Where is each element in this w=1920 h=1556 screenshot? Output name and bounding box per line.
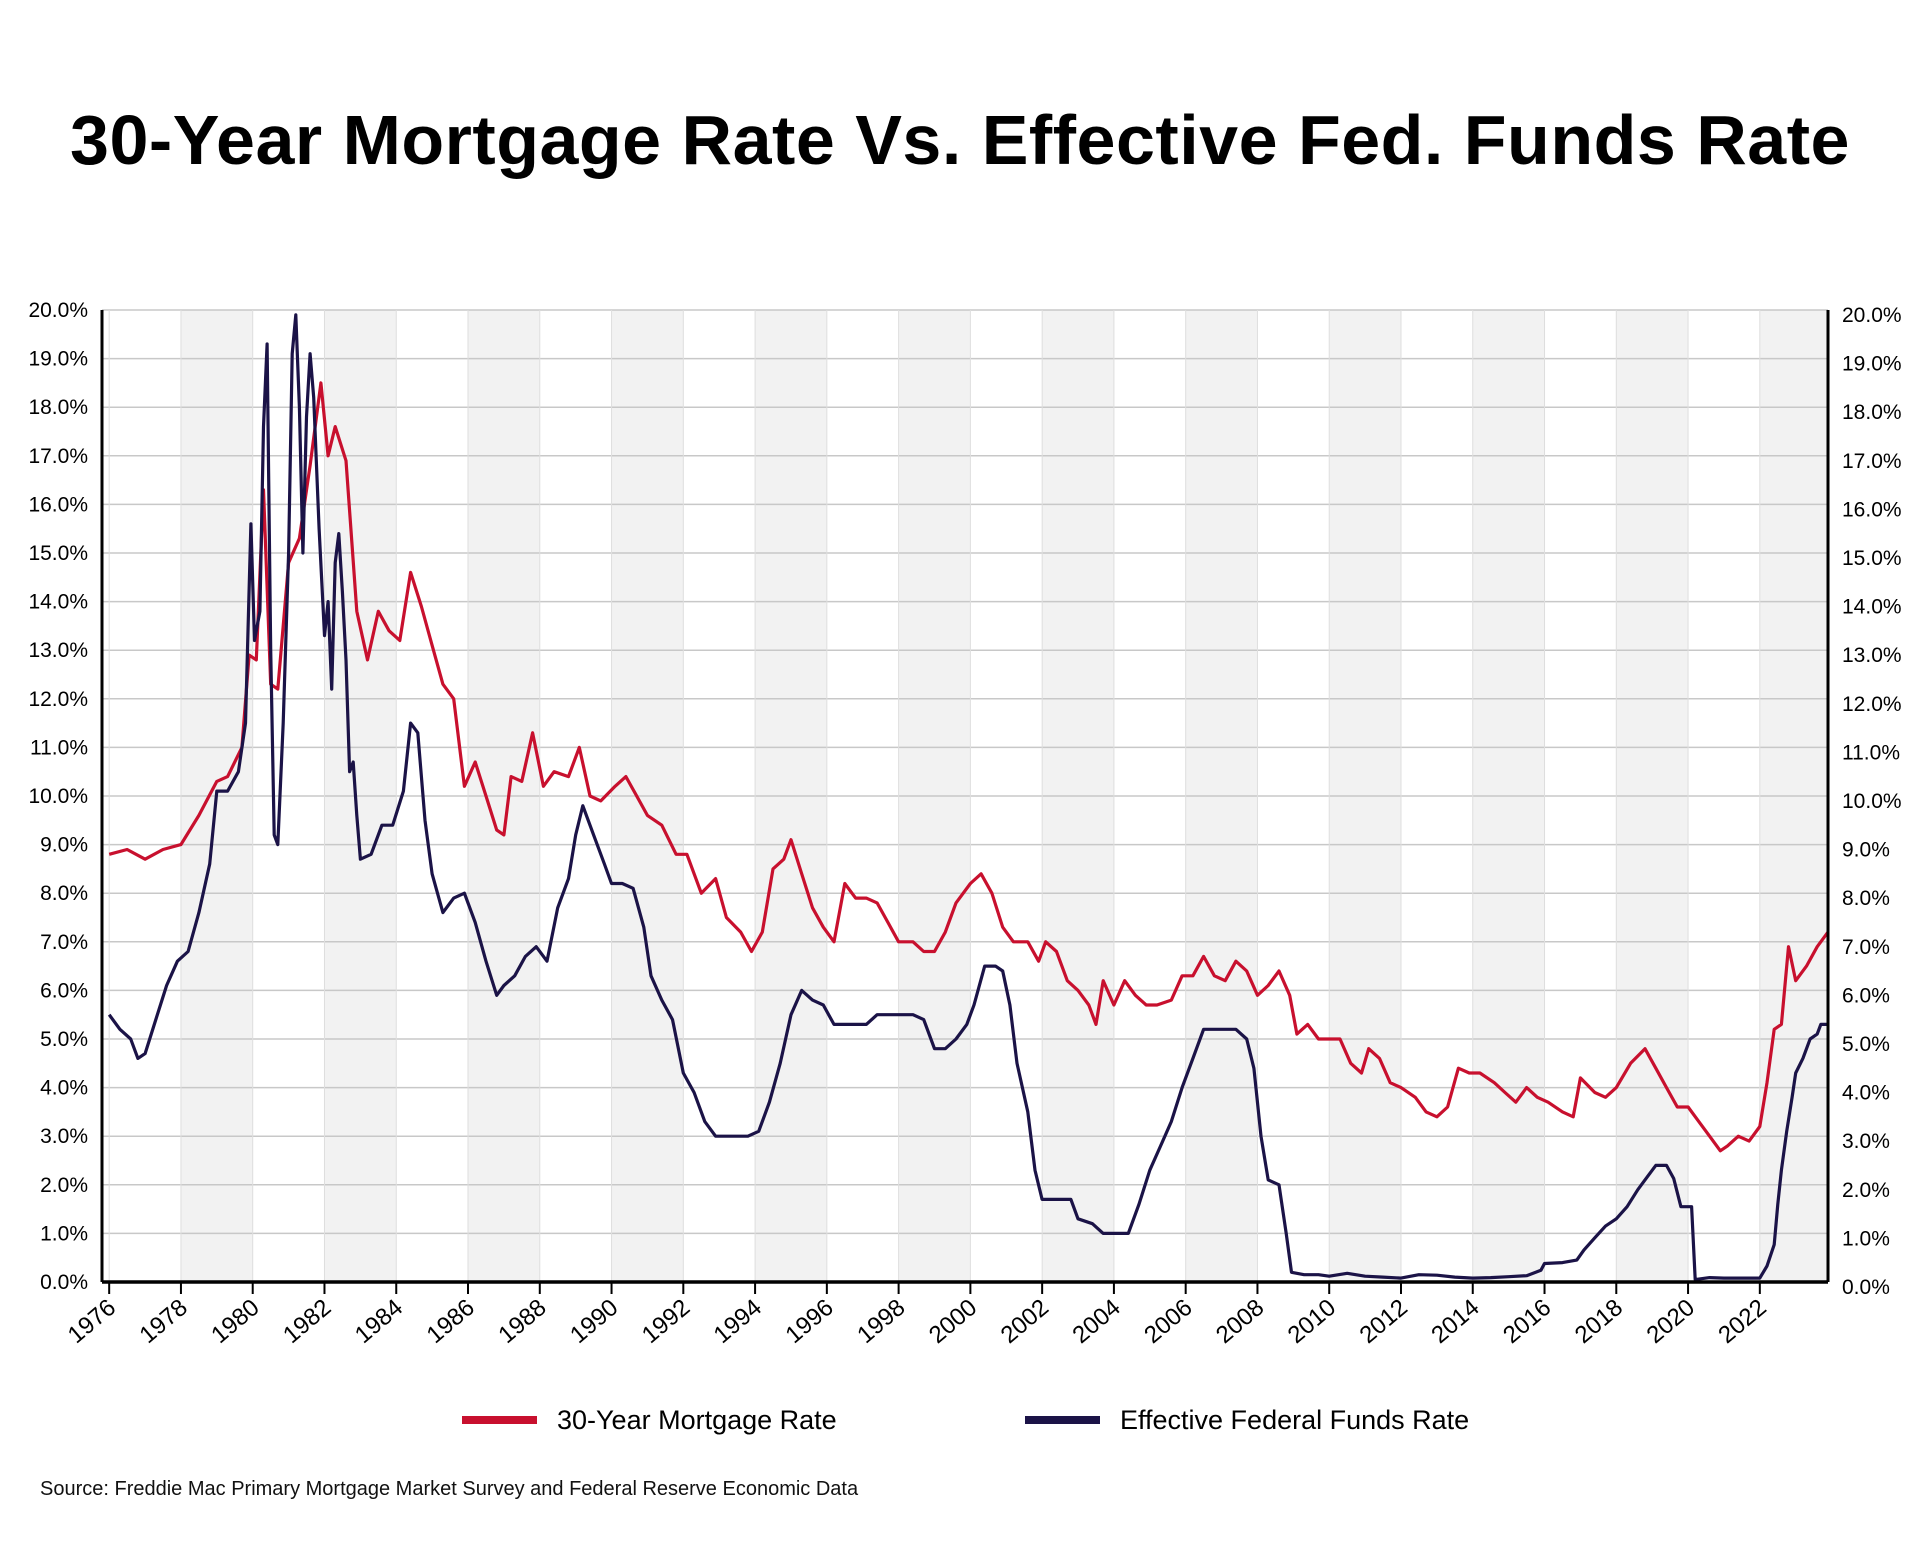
legend: 30-Year Mortgage Rate Effective Federal … [0, 1400, 1920, 1440]
y-tick-label-left: 5.0% [40, 1028, 88, 1051]
y-tick-label-left: 18.0% [28, 396, 88, 419]
x-tick-label: 1986 [422, 1294, 480, 1349]
y-tick-label-right: 16.0% [1842, 498, 1902, 521]
x-tick-label: 1996 [780, 1294, 838, 1349]
y-tick-label-left: 7.0% [40, 931, 88, 954]
chart-plot: 0.0% 1.0% 2.0% 3.0% 4.0% 5.0% 6.0% 7.0% 8.0% 9.0%… [28, 299, 1902, 1349]
y-tick-label-left: 3.0% [40, 1125, 88, 1148]
series-line-mortgage [108, 381, 1830, 1153]
y-tick-label-left: 4.0% [40, 1077, 88, 1100]
gridlines [102, 309, 1828, 1283]
x-axis-ticks: 1976 1978 1980 1982 1984 1986 1988 1990 1992 1994… [63, 1282, 1772, 1349]
y-tick-label-right: 20.0% [1842, 304, 1902, 327]
x-tick-label: 2010 [1283, 1294, 1341, 1349]
legend-swatch-mortgage [462, 1416, 537, 1424]
x-tick-label: 1992 [637, 1294, 695, 1349]
x-tick-label: 2014 [1426, 1294, 1484, 1349]
y-tick-label-right: 10.0% [1842, 790, 1902, 813]
y-tick-label-left: 14.0% [28, 591, 88, 614]
y-tick-label-left: 16.0% [28, 493, 88, 516]
x-tick-label: 2016 [1498, 1294, 1556, 1349]
y-tick-label-right: 19.0% [1842, 353, 1902, 376]
y-tick-label-right: 0.0% [1842, 1276, 1890, 1299]
y-tick-label-left: 0.0% [40, 1271, 88, 1294]
y-tick-label-right: 11.0% [1842, 741, 1900, 764]
y-tick-label-left: 11.0% [30, 736, 88, 759]
y-tick-label-left: 15.0% [28, 542, 88, 565]
legend-item-mortgage: 30-Year Mortgage Rate [462, 1400, 837, 1440]
y-axis-right-ticks: 0.0% 1.0% 2.0% 3.0% 4.0% 5.0% 6.0% 7.0% 8.0% 9.0%… [1842, 304, 1902, 1299]
x-tick-label: 1998 [852, 1294, 910, 1349]
y-tick-label-right: 18.0% [1842, 401, 1902, 424]
y-tick-label-left: 13.0% [28, 639, 88, 662]
y-tick-label-right: 4.0% [1842, 1082, 1890, 1105]
y-tick-label-right: 12.0% [1842, 693, 1902, 716]
x-tick-label: 2000 [924, 1294, 982, 1349]
y-tick-label-left: 10.0% [28, 785, 88, 808]
x-tick-label: 1994 [709, 1294, 767, 1349]
x-tick-label: 1988 [493, 1294, 551, 1349]
series-line-fed [107, 313, 1828, 1282]
x-tick-label: 2002 [996, 1294, 1054, 1349]
x-tick-label: 1982 [278, 1294, 336, 1349]
y-tick-label-right: 8.0% [1842, 887, 1890, 910]
y-tick-label-left: 20.0% [28, 299, 88, 322]
y-tick-label-right: 15.0% [1842, 547, 1902, 570]
y-tick-label-left: 12.0% [28, 688, 88, 711]
x-tick-label: 2008 [1211, 1294, 1269, 1349]
legend-item-fed: Effective Federal Funds Rate [1025, 1400, 1469, 1440]
series-lines [107, 313, 1830, 1282]
y-tick-label-left: 1.0% [40, 1222, 88, 1245]
y-tick-label-right: 13.0% [1842, 644, 1902, 667]
x-tick-label: 1990 [565, 1294, 623, 1349]
x-tick-label: 2022 [1713, 1294, 1771, 1349]
y-tick-label-right: 2.0% [1842, 1179, 1890, 1202]
x-tick-label: 1976 [63, 1294, 121, 1349]
x-tick-label: 1984 [350, 1294, 408, 1349]
y-tick-label-right: 9.0% [1842, 839, 1890, 862]
legend-label-mortgage: 30-Year Mortgage Rate [557, 1404, 837, 1435]
y-tick-label-left: 8.0% [40, 882, 88, 905]
axes [100, 310, 1830, 1284]
y-tick-label-left: 17.0% [28, 445, 88, 468]
y-tick-label-right: 14.0% [1842, 596, 1902, 619]
y-tick-label-right: 7.0% [1842, 936, 1890, 959]
chart-title: 30-Year Mortgage Rate Vs. Effective Fed.… [70, 101, 1850, 179]
x-tick-label: 1978 [135, 1294, 193, 1349]
y-axis-left-ticks: 0.0% 1.0% 2.0% 3.0% 4.0% 5.0% 6.0% 7.0% 8.0% 9.0%… [28, 299, 88, 1294]
y-tick-label-left: 6.0% [40, 979, 88, 1002]
x-tick-label: 2018 [1570, 1294, 1628, 1349]
legend-label-fed: Effective Federal Funds Rate [1120, 1404, 1470, 1435]
y-tick-label-right: 3.0% [1842, 1130, 1890, 1153]
y-tick-label-left: 19.0% [28, 348, 88, 371]
y-tick-label-right: 6.0% [1842, 984, 1890, 1007]
x-tick-label: 2004 [1068, 1294, 1126, 1349]
y-tick-label-right: 5.0% [1842, 1033, 1890, 1056]
legend-swatch-fed [1025, 1416, 1100, 1424]
x-tick-label: 2020 [1642, 1294, 1700, 1349]
x-tick-label: 1980 [206, 1294, 264, 1349]
y-tick-label-right: 17.0% [1842, 450, 1902, 473]
x-tick-label: 2006 [1139, 1294, 1197, 1349]
y-tick-label-left: 2.0% [40, 1174, 88, 1197]
source-note: Source: Freddie Mac Primary Mortgage Mar… [40, 1478, 859, 1500]
x-tick-label: 2012 [1355, 1294, 1413, 1349]
y-tick-label-right: 1.0% [1842, 1227, 1890, 1250]
y-tick-label-left: 9.0% [40, 834, 88, 857]
